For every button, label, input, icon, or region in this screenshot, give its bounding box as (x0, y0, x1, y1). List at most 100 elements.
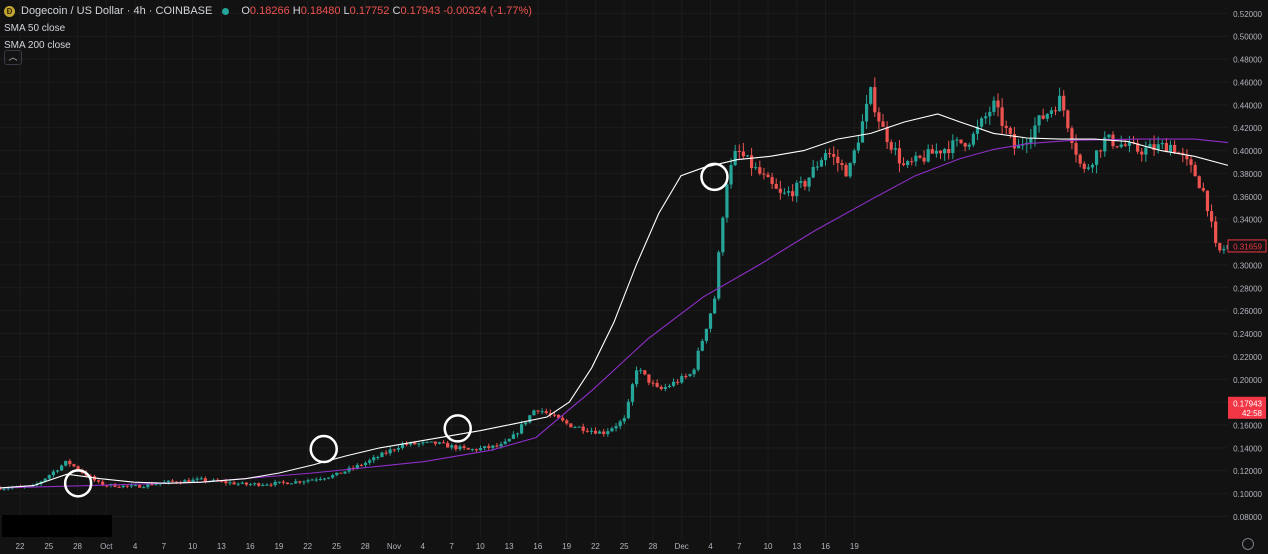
x-tick-label: 13 (505, 542, 514, 551)
candle-body (191, 479, 195, 483)
candle-body (680, 376, 684, 383)
candle-body (454, 445, 458, 450)
candle-body (725, 184, 729, 218)
candle-body (873, 87, 877, 113)
candle-body (125, 485, 129, 487)
settings-icon[interactable] (1242, 538, 1254, 550)
candle-body (138, 485, 142, 488)
candle-body (643, 370, 647, 375)
candle-body (437, 442, 442, 444)
candle-body (277, 481, 281, 483)
candle-body (737, 150, 741, 152)
candle-body (146, 484, 150, 488)
candle-body (76, 466, 80, 470)
candle-body (318, 479, 322, 481)
x-tick-label: 10 (188, 542, 197, 551)
candle-body (105, 485, 109, 487)
countdown-label: 42:58 (1242, 409, 1263, 418)
candle-body (745, 155, 750, 157)
candle-body (515, 433, 520, 435)
candle-body (1136, 143, 1140, 152)
candle-body (803, 181, 807, 187)
y-tick-label: 0.38000 (1233, 170, 1262, 179)
chevron-up-icon[interactable]: ︿ (4, 50, 22, 65)
highlight-circle (309, 434, 338, 464)
symbol-title[interactable]: Dogecoin / US Dollar · 4h · COINBASE (21, 5, 213, 17)
highlight-circle (63, 469, 93, 498)
candle-body (1029, 137, 1033, 143)
alt-price-label: 0.31659 (1233, 242, 1262, 251)
last-price-tag (1228, 396, 1266, 419)
candle-body (462, 446, 466, 448)
candle-body (856, 142, 860, 151)
candle-body (791, 191, 795, 197)
y-tick-label: 0.48000 (1233, 56, 1262, 65)
candle-body (832, 154, 836, 157)
ohlc-values: O0.18266 H0.18480 L0.17752 C0.17943 -0.0… (241, 5, 532, 17)
candle-body (762, 173, 766, 175)
x-tick-label: 7 (737, 542, 742, 551)
candle-body (384, 452, 388, 454)
candle-body (314, 479, 318, 481)
candle-body (758, 167, 762, 174)
candle-body (417, 443, 421, 445)
candle-body (129, 485, 134, 487)
candle-body (532, 410, 536, 416)
candle-body (676, 381, 680, 383)
candle-body (934, 150, 939, 154)
candle-body (1082, 163, 1086, 169)
candle-body (1214, 221, 1218, 244)
indicator-sma200[interactable]: SMA 200 close (4, 40, 71, 51)
candle-body (667, 385, 672, 388)
candle-body (992, 100, 996, 112)
candle-body (717, 252, 721, 299)
x-tick-label: 19 (274, 542, 283, 551)
candle-body (910, 161, 914, 163)
candle-body (688, 374, 692, 377)
candle-body (511, 434, 515, 439)
candle-body (721, 217, 725, 253)
x-tick-label: 7 (449, 542, 454, 551)
candle-body (257, 483, 261, 486)
candle-body (922, 157, 926, 162)
candle-body (154, 484, 158, 486)
x-tick-label: 13 (792, 542, 801, 551)
y-tick-label: 0.16000 (1233, 422, 1262, 431)
candle-body (634, 370, 639, 385)
candle-body (474, 449, 479, 451)
candle-body (573, 427, 577, 429)
sma50-line (0, 113, 1229, 489)
candle-body (425, 441, 429, 443)
candle-body (671, 381, 676, 386)
candle-body (819, 160, 824, 167)
candle-body (844, 164, 848, 177)
x-tick-label: 16 (533, 542, 542, 551)
candle-body (622, 418, 626, 422)
candle-body (836, 156, 840, 164)
candle-body (0, 487, 2, 490)
x-tick-label: Dec (675, 542, 689, 551)
y-tick-label: 0.24000 (1233, 330, 1262, 339)
candle-body (519, 424, 524, 434)
candle-body (228, 482, 232, 484)
candle-body (1086, 167, 1090, 169)
candle-body (335, 472, 339, 476)
candle-body (150, 484, 154, 486)
candle-body (930, 149, 934, 154)
candle-body (967, 144, 971, 147)
alt-price-tag (1227, 239, 1267, 253)
y-tick-label: 0.42000 (1233, 124, 1262, 133)
candle-body (1156, 144, 1160, 150)
y-tick-label: 0.20000 (1233, 376, 1262, 385)
candle-body (979, 118, 984, 127)
candle-body (1090, 164, 1095, 168)
candle-body (959, 139, 963, 144)
candle-body (815, 166, 819, 168)
candle-body (593, 430, 598, 434)
candle-body (298, 481, 302, 483)
candle-body (458, 446, 462, 450)
candle-body (561, 417, 565, 421)
indicator-sma50[interactable]: SMA 50 close (4, 23, 66, 34)
candle-body (528, 415, 532, 423)
